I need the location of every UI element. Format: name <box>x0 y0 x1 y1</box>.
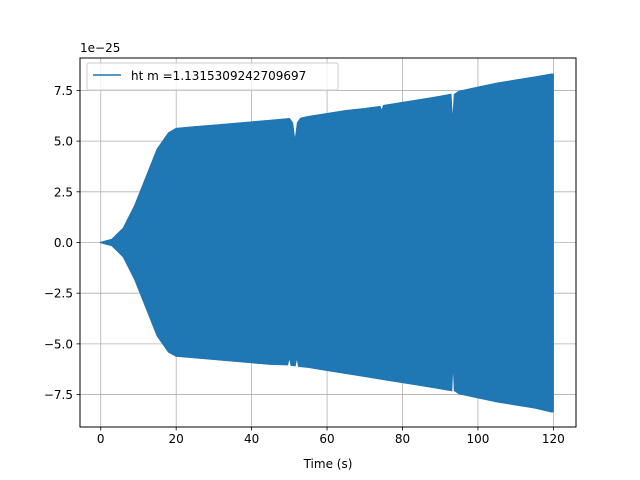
x-tick-label: 40 <box>244 432 259 446</box>
y-tick-label: −2.5 <box>44 287 73 301</box>
x-axis: 0 20 40 60 80 100 120 <box>97 427 565 446</box>
y-axis-offset-text: 1e−25 <box>80 41 120 55</box>
y-tick-label: −7.5 <box>44 388 73 402</box>
x-tick-label: 120 <box>542 432 565 446</box>
y-tick-label: −5.0 <box>44 337 73 351</box>
y-tick-label: 5.0 <box>54 135 73 149</box>
legend-box <box>86 62 339 91</box>
y-tick-label: 7.5 <box>54 84 73 98</box>
legend-label: ht m =1.1315309242709697 <box>131 69 306 83</box>
x-tick-label: 80 <box>395 432 410 446</box>
x-tick-label: 20 <box>169 432 184 446</box>
y-tick-label: 2.5 <box>54 185 73 199</box>
series-upper-envelope <box>100 73 554 244</box>
series-lower-envelope <box>100 241 554 413</box>
x-tick-label: 100 <box>466 432 489 446</box>
legend: ht m =1.1315309242709697 <box>86 62 339 91</box>
plot-area <box>98 73 554 413</box>
x-axis-label: Time (s) <box>303 457 353 471</box>
x-tick-label: 60 <box>319 432 334 446</box>
y-axis: −7.5 −5.0 −2.5 0.0 2.5 5.0 7.5 <box>44 84 80 402</box>
y-tick-label: 0.0 <box>54 236 73 250</box>
x-tick-label: 0 <box>97 432 105 446</box>
